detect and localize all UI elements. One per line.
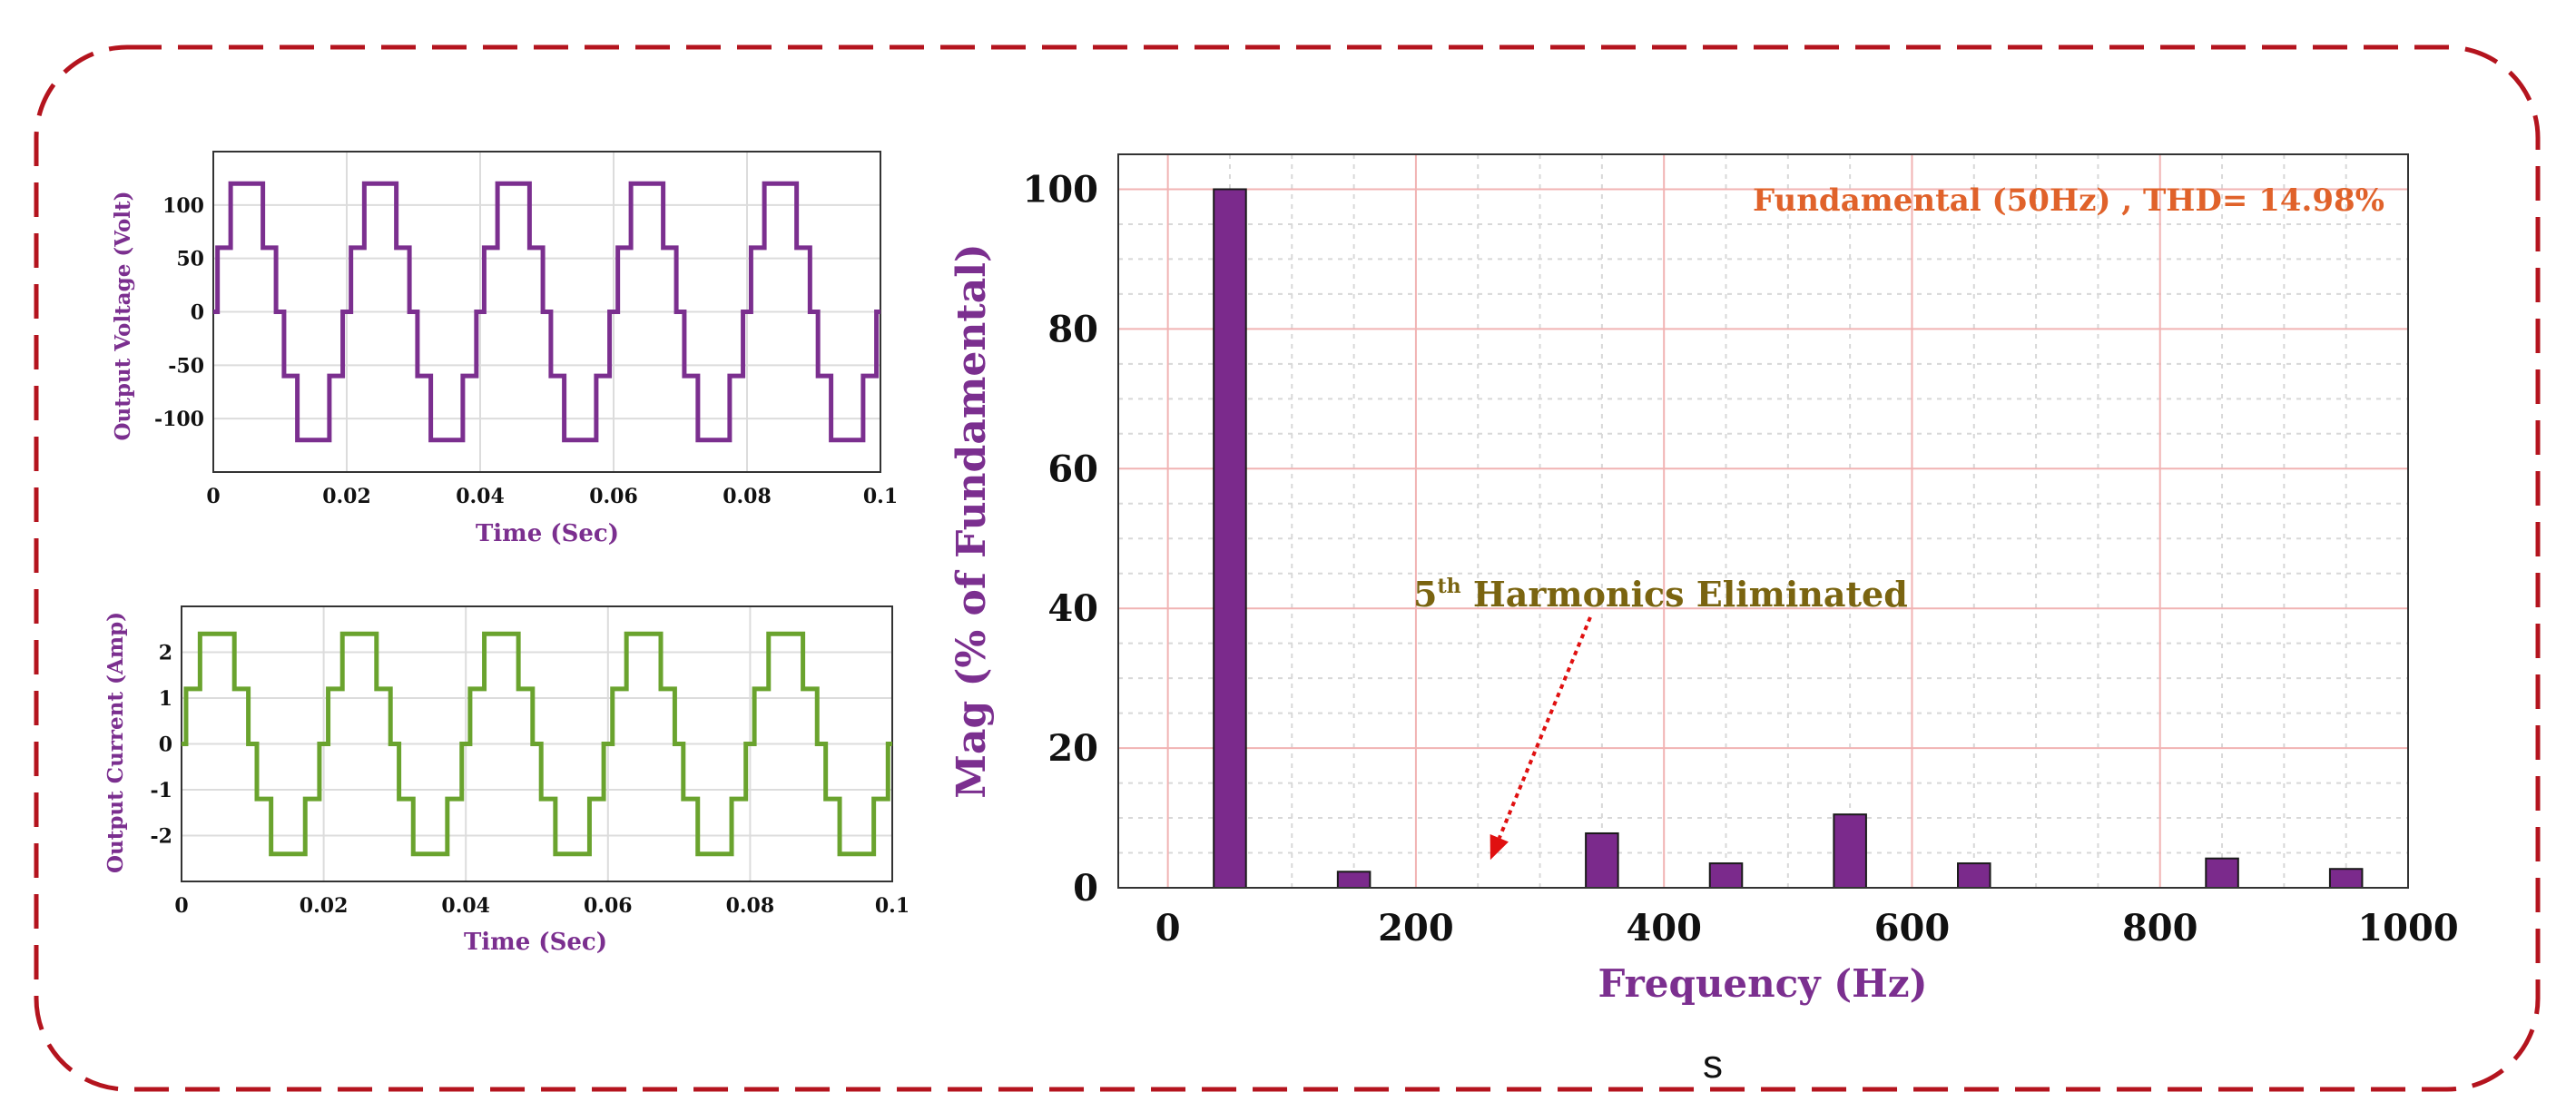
x-tick-label: 600 [1874,907,1951,950]
annotation-superscript: th [1437,575,1460,598]
x-tick-label: 0 [206,485,220,508]
y-tick-label: 80 [1047,308,1098,350]
x-tick-label: 0.04 [456,485,505,508]
annotation-arrow [1497,616,1592,839]
voltage-y-axis-label: Output Voltage (Volt) [111,191,135,440]
x-tick-label: 0.1 [875,894,909,918]
y-tick-label: 20 [1047,727,1098,770]
spectrum-plot: 0 200 400 600 800 1000 0 20 40 60 80 100 Fundamenta… [949,153,2459,1006]
current-ticks: 0 0.02 0.04 0.06 0.08 0.1 2 1 0 -1 -2 [151,642,910,919]
spectrum-plot-area [1117,153,2409,889]
y-tick-label: 50 [176,248,204,271]
x-tick-label: 200 [1378,907,1454,950]
x-tick-label: 1000 [2357,907,2458,950]
x-tick-label: 0.06 [584,894,633,918]
spectrum-bar [1213,188,1247,889]
annotation-arrowhead [1490,833,1509,861]
current-y-axis-label: Output Current (Amp) [103,612,128,873]
spectrum-bar [1957,862,1991,889]
y-tick-label: 100 [162,194,204,218]
y-tick-label: 60 [1047,448,1098,490]
dashed-frame [34,44,2541,1092]
spectrum-bar [1336,871,1372,890]
current-x-axis-label: Time (Sec) [464,929,607,956]
annotation-text: Harmonics Eliminated [1461,574,1908,615]
x-tick-label: 0 [1155,907,1181,950]
spectrum-bar [2328,868,2364,889]
y-tick-label: 0 [1073,867,1098,910]
x-tick-label: 800 [2122,907,2198,950]
voltage-ticks: 0 0.02 0.04 0.06 0.08 0.1 100 50 0 -50 -100 [154,194,898,508]
x-tick-label: 0.04 [441,894,490,918]
spectrum-bar [1833,813,1867,890]
spectrum-bar [2205,857,2239,889]
x-tick-label: 0.06 [589,485,638,508]
x-tick-label: 0.08 [723,485,772,508]
y-tick-label: -2 [151,825,172,849]
voltage-plot: 0 0.02 0.04 0.06 0.08 0.1 100 50 0 -50 -100 Output… [111,151,898,547]
y-tick-label: 1 [159,687,172,711]
y-tick-label: -100 [154,408,204,431]
spectrum-y-axis-label: Mag (% of Fundamental) [949,243,995,798]
x-tick-label: 400 [1626,907,1702,950]
spectrum-grid [1118,154,2408,888]
spectrum-x-axis-label: Frequency (Hz) [1598,961,1928,1006]
current-plot: 0 0.02 0.04 0.06 0.08 0.1 2 1 0 -1 -2 Output Curre… [103,605,910,956]
spectrum-title: Fundamental (50Hz) , THD= 14.98% [1753,182,2384,219]
voltage-x-axis-label: Time (Sec) [476,520,619,547]
y-tick-label: 100 [1023,168,1099,211]
voltage-waveform [213,181,880,443]
spectrum-bar [1585,832,1619,890]
x-tick-label: 0.02 [300,894,349,918]
x-tick-label: 0.08 [726,894,775,918]
spectrum-bars [1213,188,2364,890]
current-waveform [182,631,892,857]
x-tick-label: 0 [174,894,188,918]
y-tick-label: 2 [159,642,172,665]
spectrum-bar [1708,862,1744,889]
y-tick-label: 0 [191,301,204,325]
y-tick-label: -50 [168,354,204,378]
x-tick-label: 0.1 [863,485,898,508]
annotation-number: 5 [1413,574,1437,615]
stray-character: s [1703,1042,1723,1087]
y-tick-label: 0 [159,733,172,757]
x-tick-label: 0.02 [322,485,371,508]
voltage-grid [213,152,880,472]
y-tick-label: -1 [151,779,172,802]
spectrum-ticks: 0 200 400 600 800 1000 0 20 40 60 80 100 [1023,168,2459,950]
y-tick-label: 40 [1047,587,1098,630]
harmonic-annotation: 5th Harmonics Eliminated [1413,574,1908,615]
